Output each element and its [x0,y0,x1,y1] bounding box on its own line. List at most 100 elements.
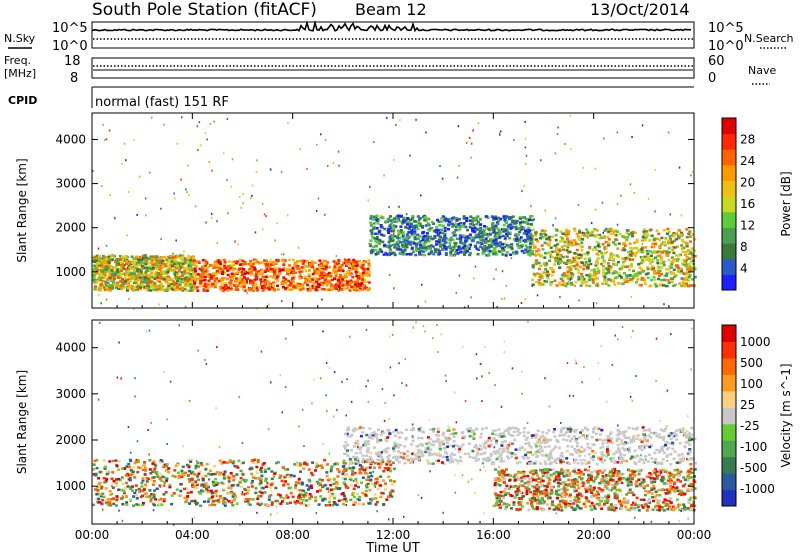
nsearch-label: N.Search [744,32,794,45]
velocity-cell [349,478,353,482]
power-cell [654,210,656,213]
power-cell [281,280,285,283]
power-cell [147,257,151,261]
power-y-tick-label: 1000 [55,265,86,279]
velocity-cell [270,501,274,504]
velocity-cell [376,487,380,491]
power-cell [613,283,617,286]
power-cell [163,289,167,292]
power-cell [490,240,494,244]
power-cell [540,229,544,232]
power-cell [388,273,391,276]
power-cell [457,125,460,128]
power-cell [111,266,115,269]
power-cell [577,253,580,256]
power-cell [155,264,159,267]
velocity-cell [355,481,359,484]
power-cell [642,279,646,282]
velocity-cell [214,499,217,503]
power-cell [138,175,141,178]
velocity-cell [319,483,323,486]
velocity-cell [209,489,213,493]
velocity-cell [213,503,217,507]
velocity-cell [135,494,139,497]
power-cell [635,246,639,250]
power-cell [308,279,312,283]
power-cell [639,284,643,287]
power-cell [504,235,507,238]
velocity-cell [229,472,233,475]
power-cell [271,268,275,271]
power-cell [616,223,619,226]
power-cell [101,257,105,261]
velocity-cell [256,494,260,498]
power-cell [490,215,494,218]
power-cell [449,254,453,257]
power-cell [534,234,538,237]
velocity-cell [223,504,227,507]
velocity-cell [260,466,263,470]
velocity-cell [231,495,235,498]
power-cell [537,282,541,285]
velocity-cell [125,465,129,468]
velocity-cell [260,491,264,495]
power-cell [113,284,117,287]
power-cell [442,239,446,242]
power-cell [580,280,584,283]
power-colorbar-tick: 24 [740,154,755,168]
power-cell [92,278,96,282]
velocity-cell [362,468,366,472]
velocity-cell [153,489,157,492]
power-cell [210,217,213,220]
velocity-cell [222,502,225,505]
power-cell [491,242,495,245]
power-cell [674,274,678,277]
velocity-cell [361,458,365,461]
power-cell [470,156,472,159]
velocity-cell [255,471,259,474]
power-cell [144,278,148,282]
velocity-cell [97,477,101,480]
power-cell [248,279,252,282]
velocity-cell [341,477,345,480]
power-cell [505,220,509,224]
power-cell [234,288,238,292]
power-cell [287,258,291,262]
power-cell [198,121,201,124]
velocity-cell [128,478,132,482]
power-cell [662,263,666,267]
velocity-cell [323,498,327,501]
power-cell [554,217,557,220]
power-cell [243,289,247,292]
power-cell [614,233,618,237]
velocity-cell [102,495,106,499]
velocity-cell [336,468,340,471]
velocity-cell [205,487,208,490]
velocity-cell [390,483,394,486]
velocity-cell [261,463,265,466]
power-cell [303,265,307,268]
velocity-cell [348,466,352,470]
velocity-cell [254,491,258,495]
power-cell [353,282,357,286]
power-cell [671,277,675,281]
power-cell [399,215,403,218]
power-cell [412,250,416,254]
power-cell [150,261,154,264]
power-cell [539,283,543,286]
velocity-cell [95,497,99,500]
velocity-cell [165,479,169,482]
velocity-cell [172,492,176,495]
velocity-cell [101,498,105,502]
power-cell [626,236,630,239]
power-cell [237,243,239,246]
power-cell [253,260,257,263]
power-cell [179,266,183,269]
velocity-cell [357,498,361,502]
power-cell [330,287,333,290]
power-cell [402,219,405,222]
power-cell [531,250,535,253]
power-cell [335,272,339,275]
power-cell [459,247,463,251]
velocity-cell [109,498,113,501]
